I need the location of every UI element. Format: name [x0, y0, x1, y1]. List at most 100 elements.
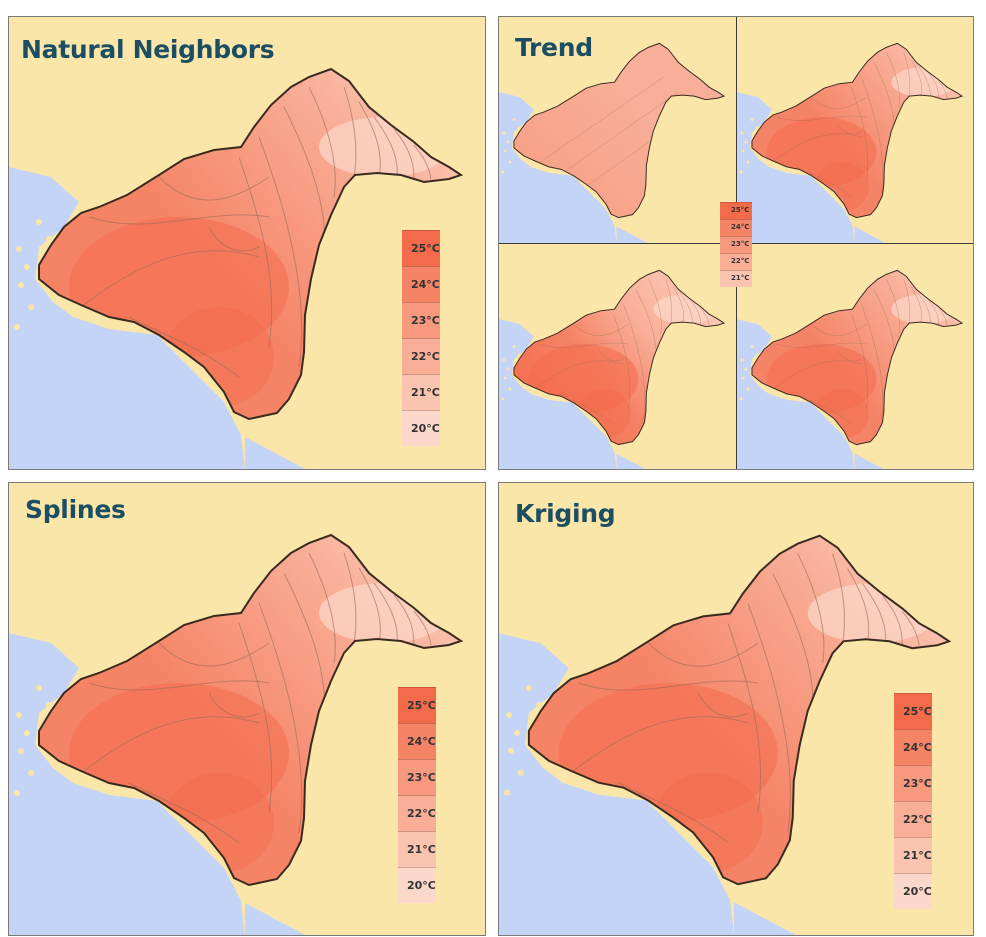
legend-label: 24°C: [731, 223, 750, 231]
isotherm: [918, 67, 931, 98]
natural-neighbors-title: Natural Neighbors: [21, 35, 275, 64]
island: [740, 131, 744, 135]
isotherm: [558, 393, 614, 424]
isotherm: [358, 567, 381, 644]
isotherm: [862, 583, 887, 644]
isotherm: [208, 692, 260, 718]
isotherm: [558, 716, 749, 784]
isotherm: [308, 86, 336, 198]
legend-swatch: [402, 410, 440, 446]
island: [741, 149, 745, 153]
legend-label: 22°C: [731, 257, 750, 265]
isotherm: [918, 294, 931, 325]
legend-swatch: [398, 723, 436, 759]
isotherm: [766, 133, 862, 168]
legend-label: 21°C: [731, 274, 750, 282]
legend-swatch: [894, 729, 932, 765]
isotherm: [573, 323, 629, 336]
isotherm: [886, 279, 900, 335]
legend-swatch: [398, 687, 436, 723]
legend-label: 20°C: [903, 884, 932, 898]
island: [502, 131, 506, 135]
island: [24, 730, 30, 736]
island: [517, 353, 521, 357]
legend-label: 22°C: [407, 806, 436, 820]
trend-map-2: [737, 17, 973, 244]
island: [508, 387, 512, 391]
island: [746, 387, 750, 391]
legend-label: 24°C: [411, 277, 440, 291]
isotherm: [598, 348, 624, 362]
isotherm: [911, 59, 923, 98]
sea-area: [737, 92, 855, 244]
kriging-panel: Kriging 25°C 24°C 23°C 22°C 21°C 20°C: [498, 482, 974, 936]
isotherm: [796, 393, 852, 424]
legend-swatch: [720, 202, 752, 219]
island: [14, 790, 20, 796]
legend-label: 23°C: [903, 776, 932, 790]
island: [512, 118, 516, 122]
island: [750, 118, 754, 122]
isotherm: [128, 316, 240, 378]
legend-label: 21°C: [411, 385, 440, 399]
isotherm: [648, 279, 662, 335]
legend-label: 20°C: [411, 421, 440, 435]
isotherm: [811, 323, 867, 336]
island: [505, 711, 512, 718]
legend-swatch: [398, 867, 436, 903]
legend-label: 21°C: [407, 842, 436, 856]
isotherm: [258, 602, 303, 834]
isotherm: [308, 552, 336, 664]
isotherm: [928, 300, 939, 326]
isotherm: [766, 360, 862, 395]
isotherm: [528, 360, 624, 395]
land-corner: [454, 17, 485, 94]
land-corner: [958, 244, 973, 281]
island: [508, 160, 512, 164]
isotherm: [836, 348, 862, 362]
isotherm: [680, 294, 693, 325]
isotherm: [88, 214, 270, 225]
island: [18, 748, 24, 754]
legend-label: 23°C: [411, 313, 440, 327]
island: [740, 358, 744, 362]
legend-label: 23°C: [731, 240, 750, 248]
island: [506, 140, 510, 144]
legend-swatch: [720, 236, 752, 253]
island: [16, 246, 22, 252]
isotherm: [901, 611, 920, 646]
sea-area: [737, 319, 855, 469]
island: [755, 353, 759, 357]
isotherm: [911, 286, 923, 325]
isotherm: [903, 279, 910, 325]
legend-label: 25°C: [903, 704, 932, 718]
island: [506, 367, 510, 371]
isotherm: [393, 594, 415, 646]
trend-map-4: [737, 244, 973, 469]
island: [18, 282, 24, 288]
isotherm: [158, 176, 270, 201]
region-boundary: [513, 42, 726, 219]
isotherm: [613, 314, 631, 409]
isotherm: [811, 96, 867, 109]
isotherm: [747, 603, 791, 833]
sea-area: [9, 167, 245, 469]
isotherm: [727, 623, 762, 813]
legend-label: 22°C: [903, 812, 932, 826]
island: [36, 219, 42, 225]
trend-panel: Trend 25°C 24°C 23°C 22°C 21°C: [498, 16, 974, 470]
kriging-title: Kriging: [515, 499, 616, 528]
region-boundary: [38, 67, 464, 421]
legend-label: 25°C: [411, 241, 440, 255]
island: [739, 170, 743, 174]
isotherm: [796, 166, 852, 197]
island: [517, 769, 524, 776]
sea-area: [499, 633, 734, 935]
splines-title: Splines: [25, 495, 126, 524]
legend-swatch: [720, 270, 752, 287]
isotherm: [238, 156, 273, 348]
island: [741, 376, 745, 380]
legend-label: 22°C: [411, 349, 440, 363]
legend-swatch: [402, 302, 440, 338]
isotherm: [776, 115, 867, 121]
